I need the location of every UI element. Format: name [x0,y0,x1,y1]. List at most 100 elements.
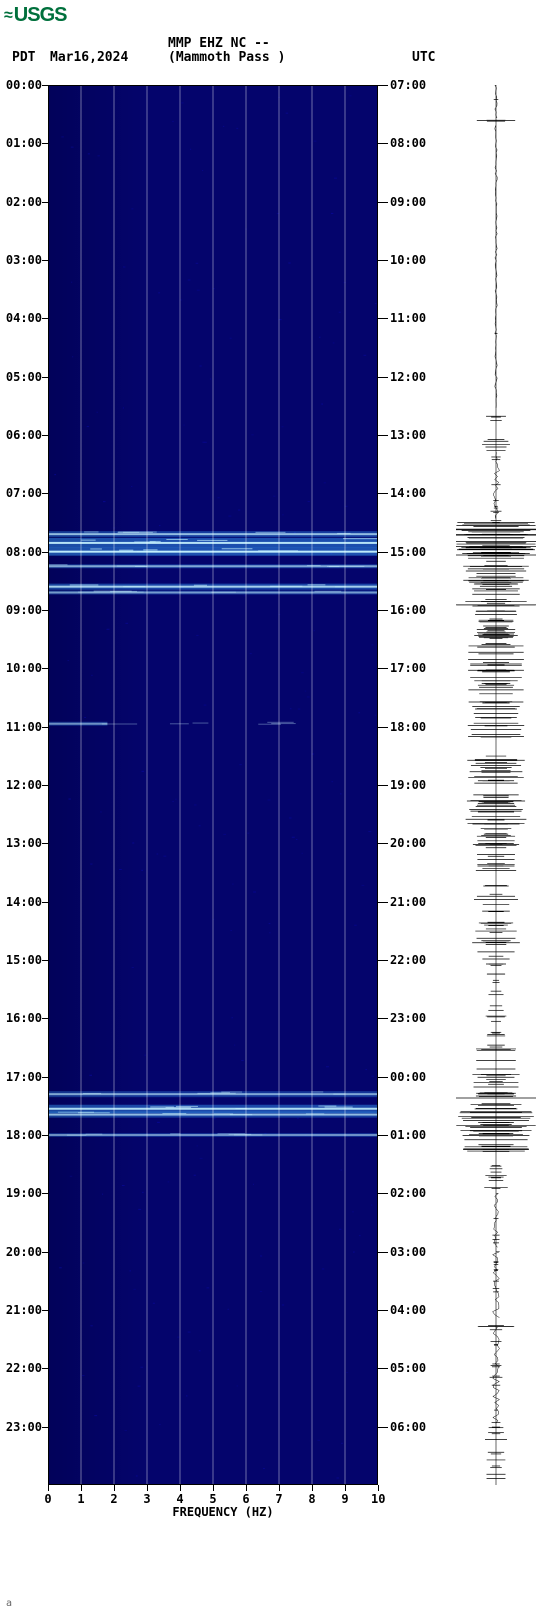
x-tick [147,1485,148,1491]
x-tick-label: 8 [305,1492,319,1506]
right-time-label: 02:00 [390,1186,426,1200]
left-time-label: 16:00 [4,1011,42,1025]
x-tick-label: 3 [140,1492,154,1506]
x-tick-label: 6 [239,1492,253,1506]
left-time-label: 11:00 [4,720,42,734]
left-tick [42,1135,48,1136]
date-label: Mar16,2024 [50,50,128,65]
left-tick [42,1077,48,1078]
x-tick [180,1485,181,1491]
left-tick [42,668,48,669]
left-time-label: 13:00 [4,836,42,850]
left-tick [42,260,48,261]
waveform-plot [456,85,536,1488]
left-time-label: 09:00 [4,603,42,617]
right-time-label: 21:00 [390,895,426,909]
right-tick [378,552,388,553]
right-time-label: 13:00 [390,428,426,442]
left-tick [42,843,48,844]
station-line2: (Mammoth Pass ) [168,50,285,65]
spectrogram-plot [48,85,378,1485]
left-tick [42,902,48,903]
right-time-label: 07:00 [390,78,426,92]
right-tick [378,785,388,786]
x-tick [345,1485,346,1491]
right-time-label: 20:00 [390,836,426,850]
x-tick-label: 7 [272,1492,286,1506]
right-tick [378,727,388,728]
right-tick [378,960,388,961]
left-time-label: 10:00 [4,661,42,675]
spectrogram-svg [48,85,378,1485]
right-time-label: 15:00 [390,545,426,559]
right-time-label: 04:00 [390,1303,426,1317]
right-tick [378,1077,388,1078]
right-time-label: 00:00 [390,1070,426,1084]
left-tick [42,143,48,144]
left-tick [42,727,48,728]
tz-left-label: PDT [12,50,35,65]
left-time-label: 02:00 [4,195,42,209]
right-tick [378,493,388,494]
left-time-label: 19:00 [4,1186,42,1200]
x-tick [312,1485,313,1491]
left-time-label: 01:00 [4,136,42,150]
station-line1: MMP EHZ NC -- [168,36,270,51]
left-time-label: 21:00 [4,1303,42,1317]
left-tick [42,1193,48,1194]
x-tick [213,1485,214,1491]
left-time-label: 06:00 [4,428,42,442]
left-tick [42,202,48,203]
left-time-label: 20:00 [4,1245,42,1259]
left-time-label: 12:00 [4,778,42,792]
right-time-label: 06:00 [390,1420,426,1434]
right-tick [378,1135,388,1136]
right-time-label: 01:00 [390,1128,426,1142]
right-tick [378,843,388,844]
left-tick [42,1368,48,1369]
right-tick [378,1427,388,1428]
tz-right-label: UTC [412,50,435,65]
left-time-label: 05:00 [4,370,42,384]
left-time-label: 04:00 [4,311,42,325]
left-tick [42,435,48,436]
right-tick [378,1310,388,1311]
left-tick [42,1252,48,1253]
left-tick [42,1427,48,1428]
x-tick [48,1485,49,1491]
left-time-label: 15:00 [4,953,42,967]
right-time-label: 09:00 [390,195,426,209]
right-tick [378,85,388,86]
left-time-label: 23:00 [4,1420,42,1434]
left-time-label: 07:00 [4,486,42,500]
left-tick [42,785,48,786]
left-tick [42,318,48,319]
right-time-label: 22:00 [390,953,426,967]
waveform-svg [456,85,536,1485]
right-tick [378,202,388,203]
x-tick-label: 1 [74,1492,88,1506]
right-tick [378,610,388,611]
right-time-label: 16:00 [390,603,426,617]
left-tick [42,610,48,611]
usgs-wave-icon: ≈ [4,7,12,25]
right-tick [378,1252,388,1253]
x-tick [378,1485,379,1491]
usgs-logo-text: USGS [14,4,67,26]
right-time-label: 12:00 [390,370,426,384]
right-tick [378,318,388,319]
right-time-label: 03:00 [390,1245,426,1259]
right-time-label: 23:00 [390,1011,426,1025]
right-tick [378,668,388,669]
x-tick-label: 5 [206,1492,220,1506]
left-tick [42,1310,48,1311]
right-tick [378,377,388,378]
right-tick [378,143,388,144]
footnote: a [6,1598,12,1609]
left-time-label: 00:00 [4,78,42,92]
right-tick [378,435,388,436]
left-time-label: 18:00 [4,1128,42,1142]
x-tick-label: 2 [107,1492,121,1506]
right-time-label: 19:00 [390,778,426,792]
left-tick [42,960,48,961]
